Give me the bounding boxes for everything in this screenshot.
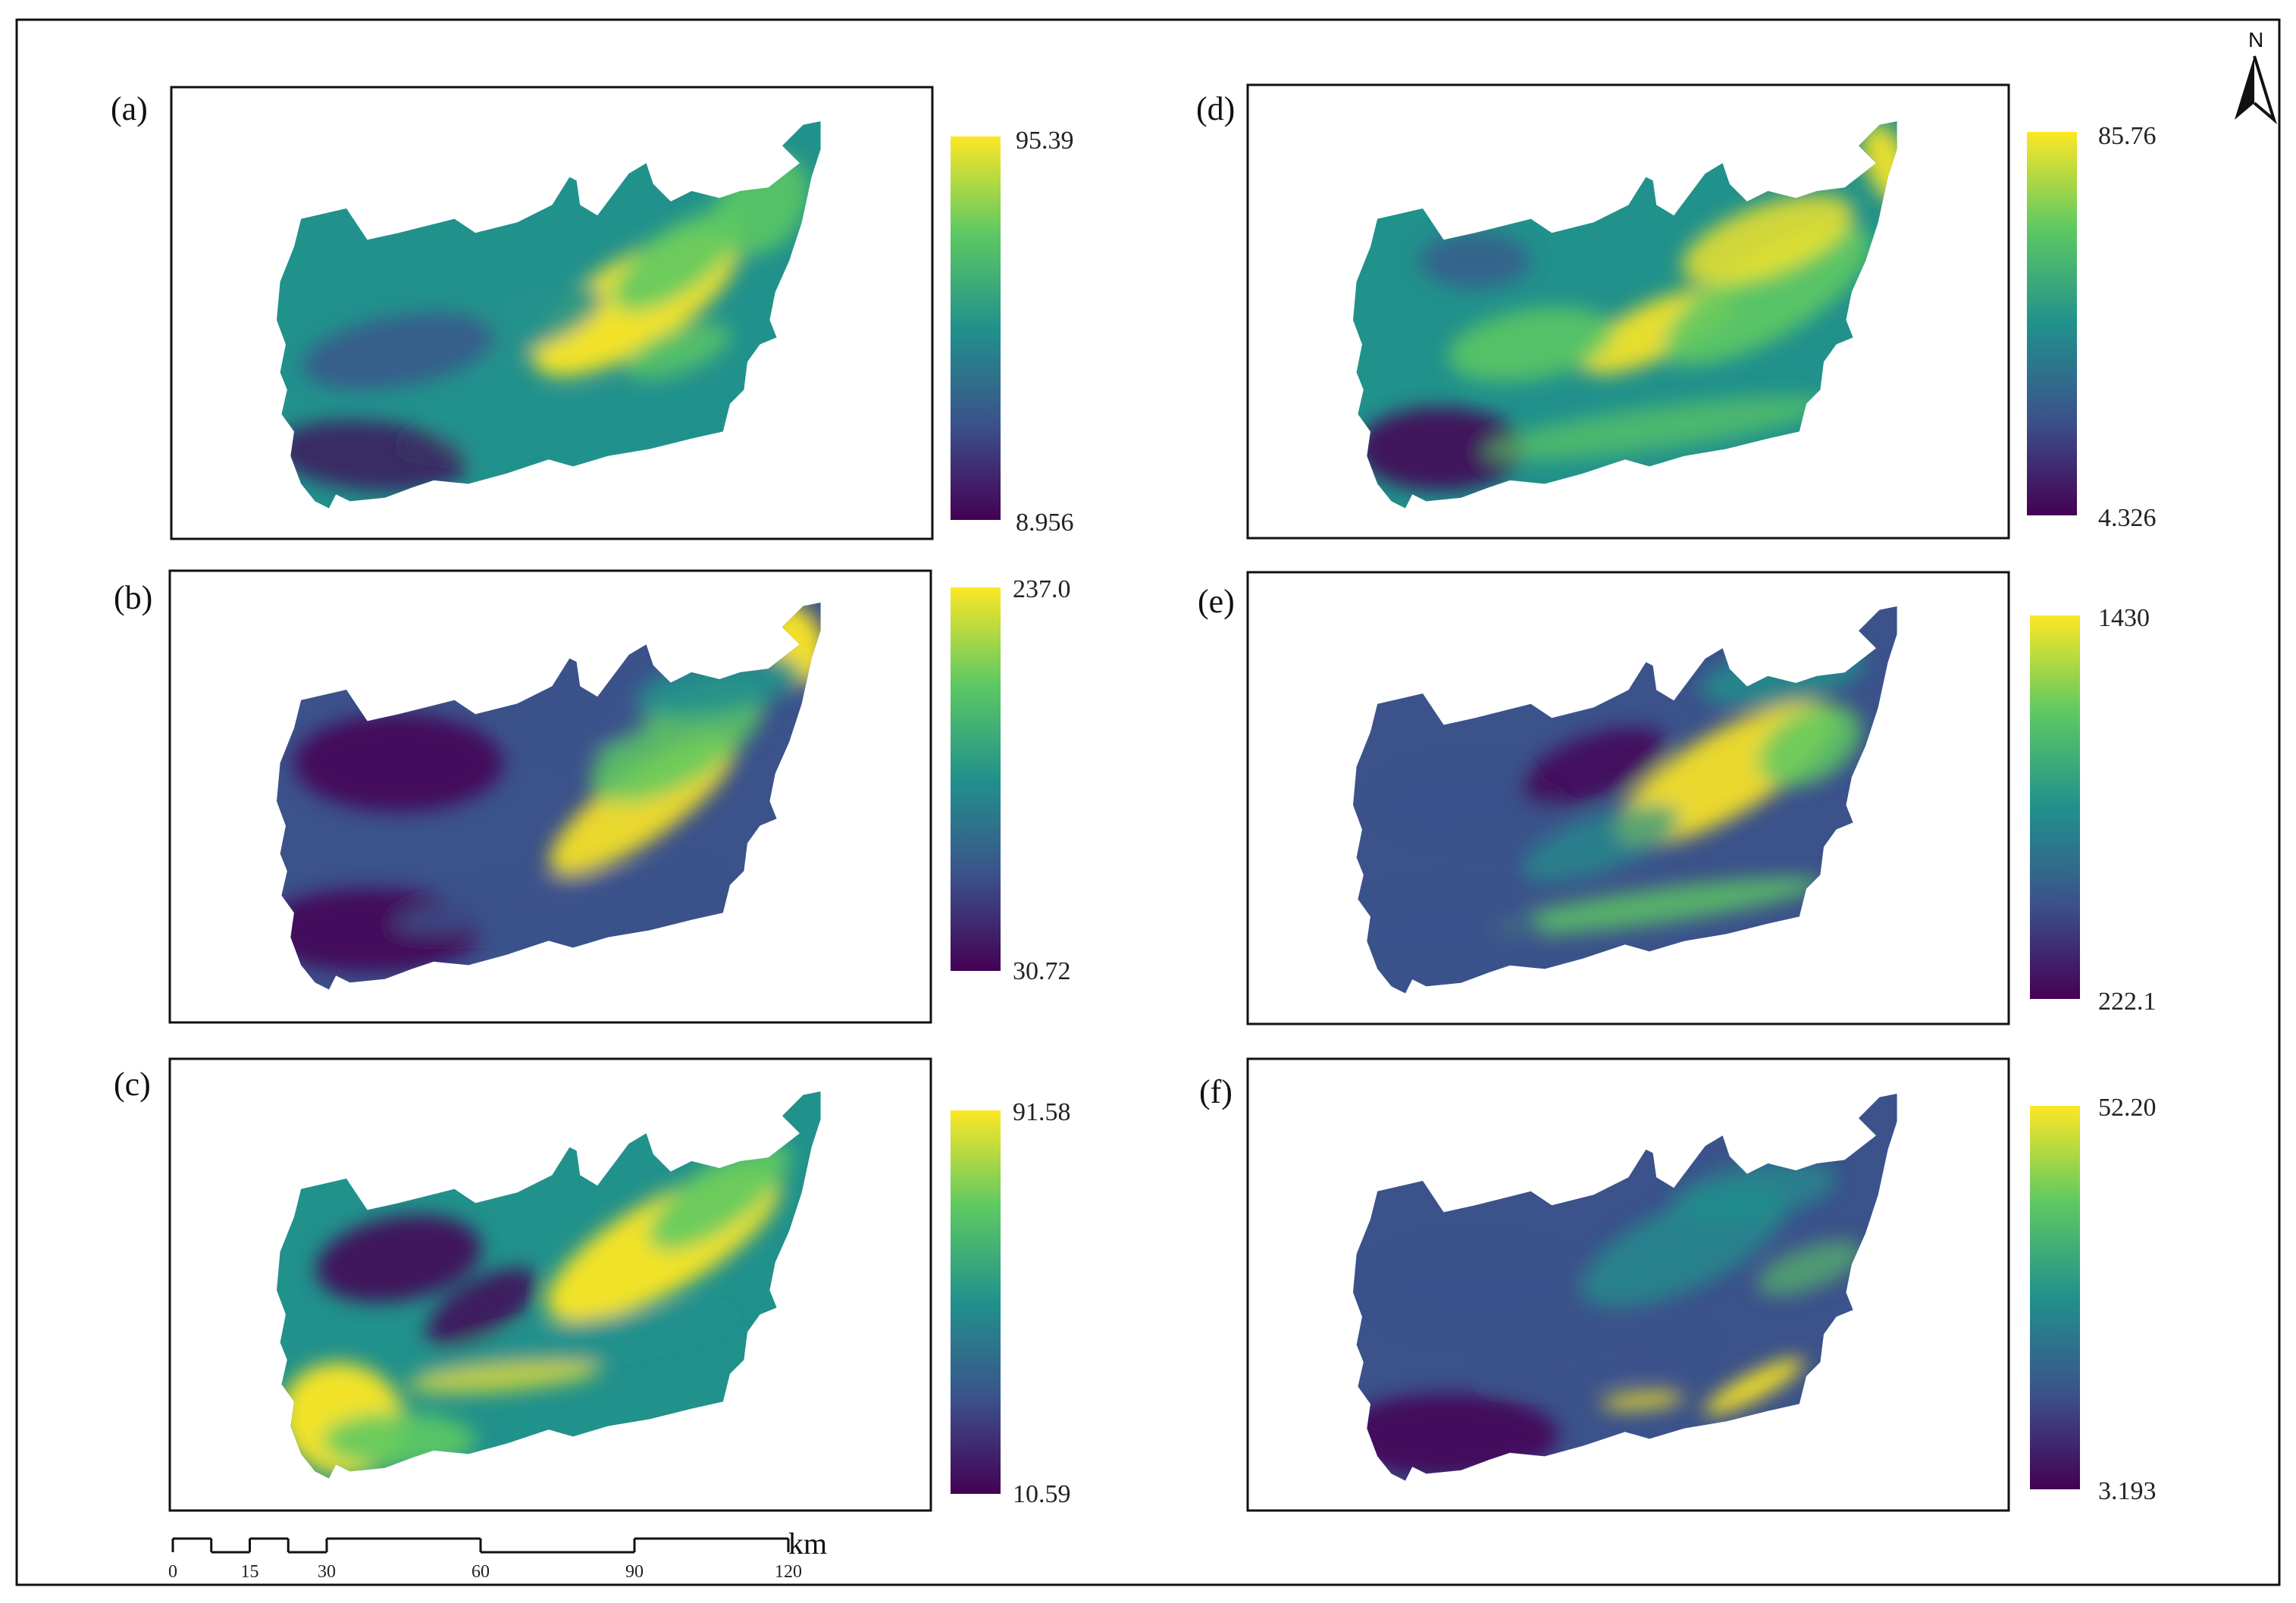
map-panel-d (1246, 83, 2077, 540)
raster-patch (1490, 877, 1822, 935)
legend-min-c: 10.59 (1013, 1480, 1071, 1508)
raster-patch (1353, 892, 1546, 976)
raster-texture-d (1356, 123, 1897, 491)
raster-patch (510, 693, 650, 750)
raster-patch (393, 872, 711, 933)
scale-unit: km (788, 1526, 827, 1561)
legend-min-e: 222.1 (2098, 988, 2157, 1016)
scale-tick-label: 30 (318, 1562, 336, 1582)
panel-label-f: (f) (1199, 1073, 1233, 1110)
north-arrow-icon (2235, 56, 2254, 120)
raster-texture-b (277, 603, 821, 972)
map-region-f (1353, 1094, 1897, 1481)
raster-patch (1419, 233, 1531, 289)
raster-patch (1384, 766, 1566, 837)
raster-patch (406, 1360, 601, 1394)
scale-bar-line (171, 1537, 790, 1554)
scale-tick-label: 90 (625, 1562, 644, 1582)
panel-label-a: (a) (111, 90, 148, 127)
raster-patch (648, 1141, 791, 1251)
map-region-d (1353, 121, 1897, 509)
raster-patch (1663, 226, 1873, 365)
north-label: N (2248, 28, 2263, 52)
raster-patch (400, 388, 760, 454)
raster-patch (277, 420, 468, 492)
raster-texture-f (1353, 1160, 1863, 1478)
raster-patch (612, 209, 744, 312)
legend-max-c: 91.58 (1013, 1098, 1071, 1126)
raster-patch (1483, 1330, 1704, 1387)
panel-label-e: (e) (1198, 583, 1235, 620)
raster-patch (1356, 407, 1524, 491)
raster-patch (421, 1307, 738, 1377)
scale-tick-label: 15 (241, 1562, 259, 1582)
outer-frame (15, 18, 2281, 1586)
scale-bar: km 0 15 30 60 90 120 (168, 1526, 827, 1582)
raster-patch (1671, 1160, 1837, 1223)
legend-max-d: 85.76 (2098, 122, 2157, 150)
legend-min-b: 30.72 (1013, 957, 1071, 985)
map-panel-f (1246, 1057, 2080, 1512)
panel-label-d: (d) (1196, 90, 1235, 127)
raster-patch (426, 1267, 539, 1348)
panels-layer (168, 83, 2080, 1512)
panel-label-c: (c) (114, 1066, 151, 1103)
raster-patch (1862, 123, 1897, 203)
colorbar-d (2027, 132, 2077, 515)
raster-patch (625, 324, 731, 379)
raster-patch (1756, 1240, 1863, 1296)
colorbar-a (951, 136, 1001, 520)
legend-min-d: 4.326 (2098, 504, 2157, 532)
scale-tick-label: 0 (168, 1562, 177, 1582)
colorbar-c (951, 1110, 1001, 1494)
map-panel-b (168, 569, 1001, 1024)
legend-max-b: 237.0 (1013, 575, 1071, 603)
map-panel-e (1246, 571, 2080, 1025)
legend-max-e: 1430 (2098, 604, 2150, 632)
legend-max-a: 95.39 (1016, 127, 1074, 155)
scale-tick-label: 120 (775, 1562, 802, 1582)
panel-label-b: (b) (114, 579, 152, 616)
raster-patch (1483, 396, 1829, 460)
legend-min-f: 3.193 (2098, 1477, 2157, 1505)
map-panel-a (170, 86, 1001, 540)
raster-patch (1681, 194, 1854, 285)
map-panel-c (168, 1057, 1001, 1512)
colorbar-e (2030, 615, 2080, 999)
raster-patch (1758, 704, 1862, 787)
raster-patch (315, 1215, 482, 1303)
legend-min-a: 8.956 (1016, 509, 1074, 537)
north-arrow-outline-icon (2253, 55, 2277, 124)
raster-patch (1370, 1247, 1580, 1331)
map-region-a (277, 121, 821, 509)
raster-patch (1704, 1357, 1804, 1415)
legend-max-f: 52.20 (2098, 1094, 2157, 1122)
scale-tick-label: 60 (471, 1562, 490, 1582)
raster-patch (302, 313, 496, 390)
map-region-b (277, 603, 821, 990)
raster-patch (1521, 804, 1680, 883)
raster-patch (294, 714, 503, 812)
colorbar-b (951, 587, 1001, 971)
raster-texture-a (277, 154, 810, 492)
colorbar-f (2030, 1106, 2080, 1489)
raster-patch (1521, 727, 1667, 806)
raster-patch (1600, 1391, 1684, 1410)
north-arrow: N (2235, 28, 2277, 124)
raster-patch (1448, 307, 1614, 382)
